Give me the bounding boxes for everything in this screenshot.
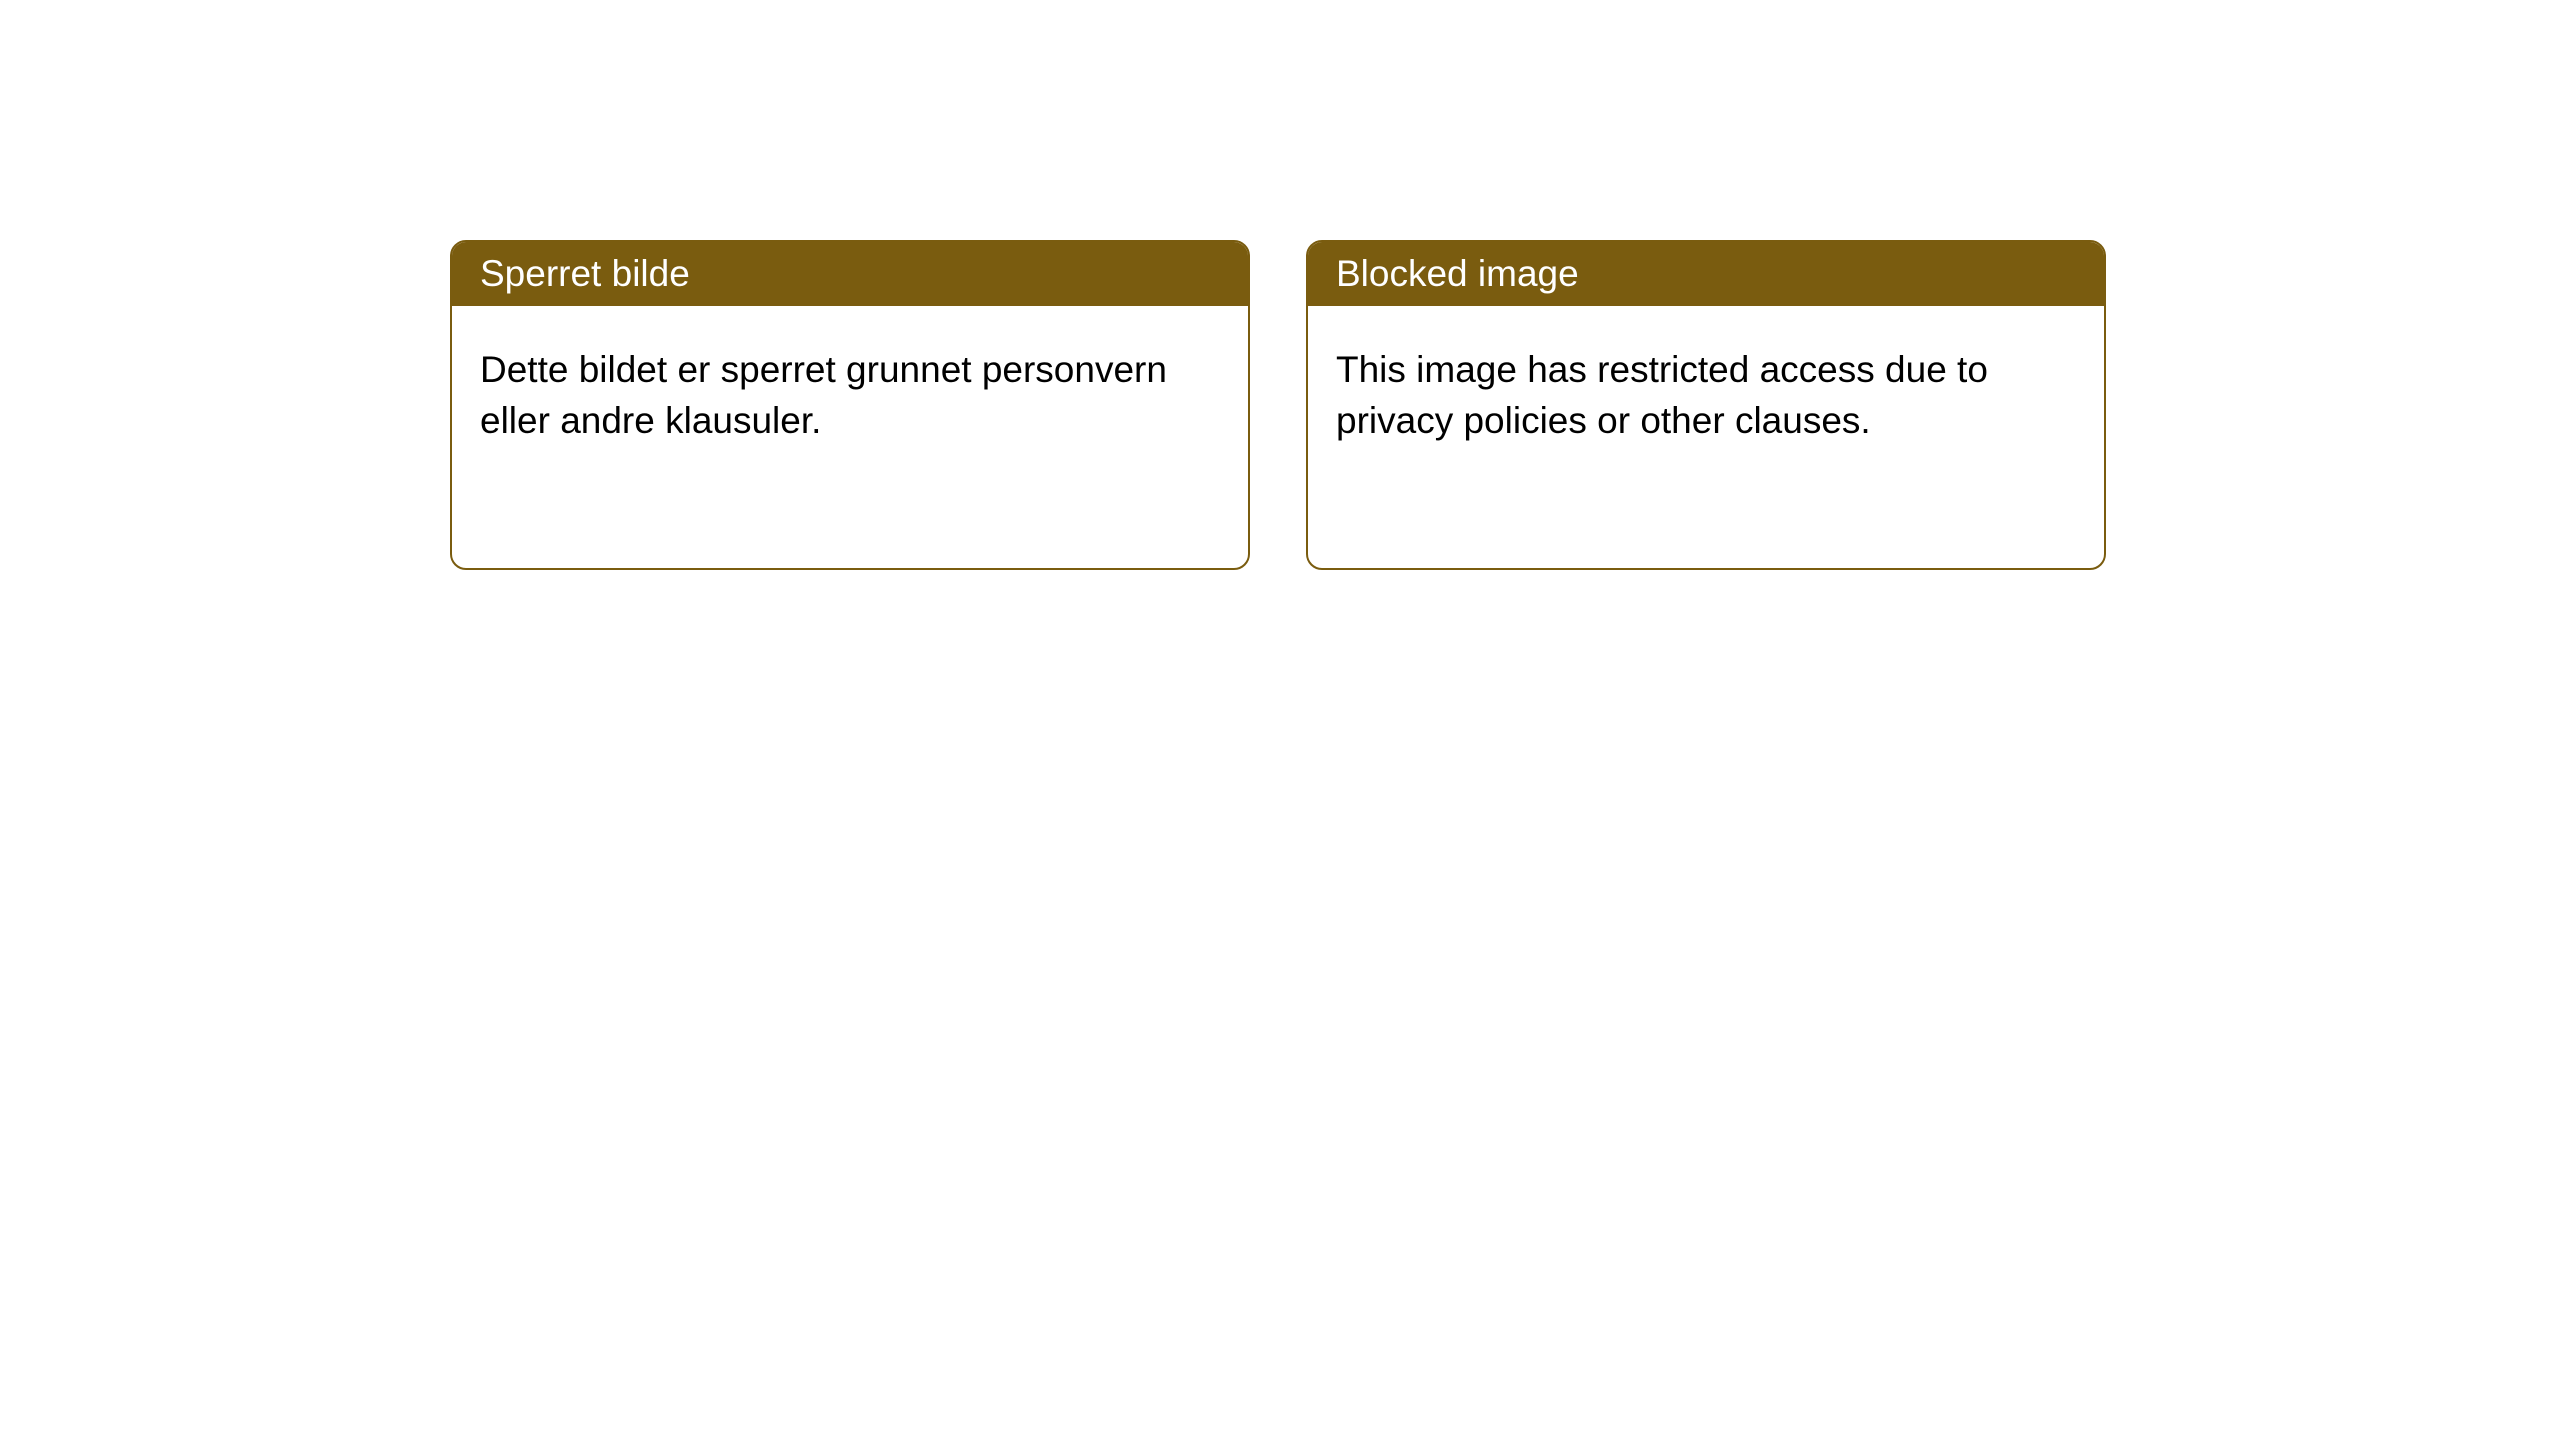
notice-card-norwegian: Sperret bilde Dette bildet er sperret gr…: [450, 240, 1250, 570]
notice-card-title: Blocked image: [1308, 242, 2104, 306]
notice-card-message: This image has restricted access due to …: [1308, 306, 2104, 484]
notice-card-english: Blocked image This image has restricted …: [1306, 240, 2106, 570]
notice-card-title: Sperret bilde: [452, 242, 1248, 306]
notice-card-message: Dette bildet er sperret grunnet personve…: [452, 306, 1248, 484]
notice-cards-container: Sperret bilde Dette bildet er sperret gr…: [450, 240, 2560, 570]
